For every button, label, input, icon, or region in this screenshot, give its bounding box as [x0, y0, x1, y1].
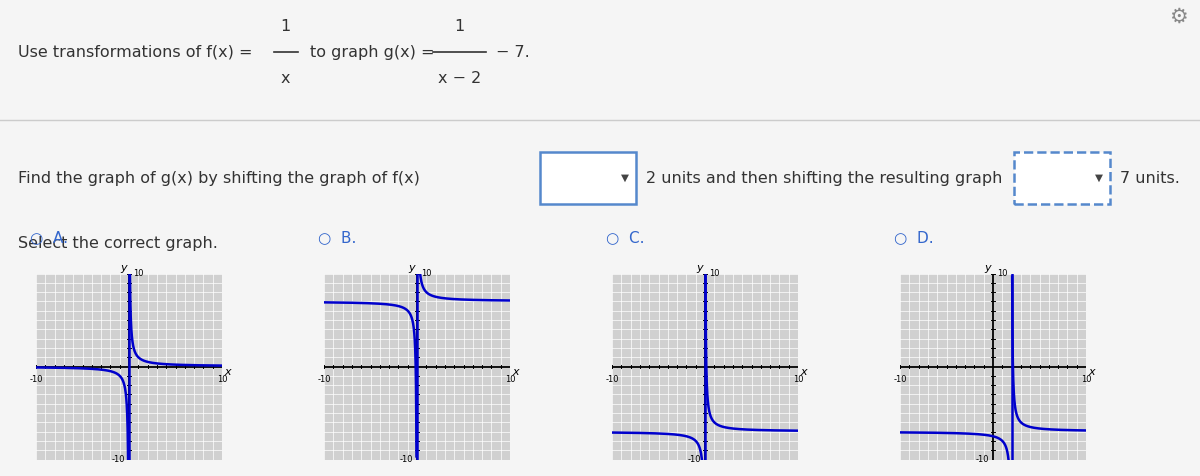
Text: 7 units.: 7 units.: [1120, 170, 1180, 186]
Text: ○  A.: ○ A.: [30, 230, 68, 246]
Text: to graph g(x) =: to graph g(x) =: [310, 45, 434, 60]
Text: x: x: [224, 367, 230, 377]
Text: − 7.: − 7.: [496, 45, 529, 60]
Text: -10: -10: [112, 455, 125, 464]
Text: Find the graph of g(x) by shifting the graph of f(x): Find the graph of g(x) by shifting the g…: [18, 170, 420, 186]
Text: -10: -10: [29, 375, 43, 384]
Text: Use transformations of f(x) =: Use transformations of f(x) =: [18, 45, 252, 60]
Text: y: y: [408, 263, 415, 273]
Text: -10: -10: [688, 455, 701, 464]
FancyBboxPatch shape: [1014, 152, 1110, 204]
Text: x: x: [800, 367, 806, 377]
Text: y: y: [120, 263, 127, 273]
Text: -10: -10: [317, 375, 331, 384]
Text: 10: 10: [1081, 375, 1091, 384]
Text: x − 2: x − 2: [438, 71, 481, 86]
Text: -10: -10: [400, 455, 413, 464]
Text: 10: 10: [793, 375, 803, 384]
Text: -10: -10: [605, 375, 619, 384]
Text: 10: 10: [997, 269, 1007, 278]
Text: 2 units and then shifting the resulting graph: 2 units and then shifting the resulting …: [646, 170, 1002, 186]
Text: 1: 1: [455, 19, 464, 34]
Text: 10: 10: [709, 269, 719, 278]
Text: y: y: [696, 263, 703, 273]
FancyBboxPatch shape: [540, 152, 636, 204]
Text: 1: 1: [281, 19, 290, 34]
Text: ▼: ▼: [1094, 173, 1103, 183]
Text: ▼: ▼: [620, 173, 629, 183]
Text: -10: -10: [976, 455, 989, 464]
Text: 10: 10: [133, 269, 143, 278]
Text: 10: 10: [217, 375, 227, 384]
Text: Select the correct graph.: Select the correct graph.: [18, 236, 218, 251]
Text: x: x: [1088, 367, 1094, 377]
Text: 10: 10: [421, 269, 431, 278]
Text: ⚙: ⚙: [1169, 7, 1188, 27]
Text: -10: -10: [893, 375, 907, 384]
Text: y: y: [984, 263, 991, 273]
Text: x: x: [281, 71, 290, 86]
Text: ○  B.: ○ B.: [318, 230, 356, 246]
Text: x: x: [512, 367, 518, 377]
Text: ○  D.: ○ D.: [894, 230, 934, 246]
Text: ○  C.: ○ C.: [606, 230, 644, 246]
Text: 10: 10: [505, 375, 515, 384]
